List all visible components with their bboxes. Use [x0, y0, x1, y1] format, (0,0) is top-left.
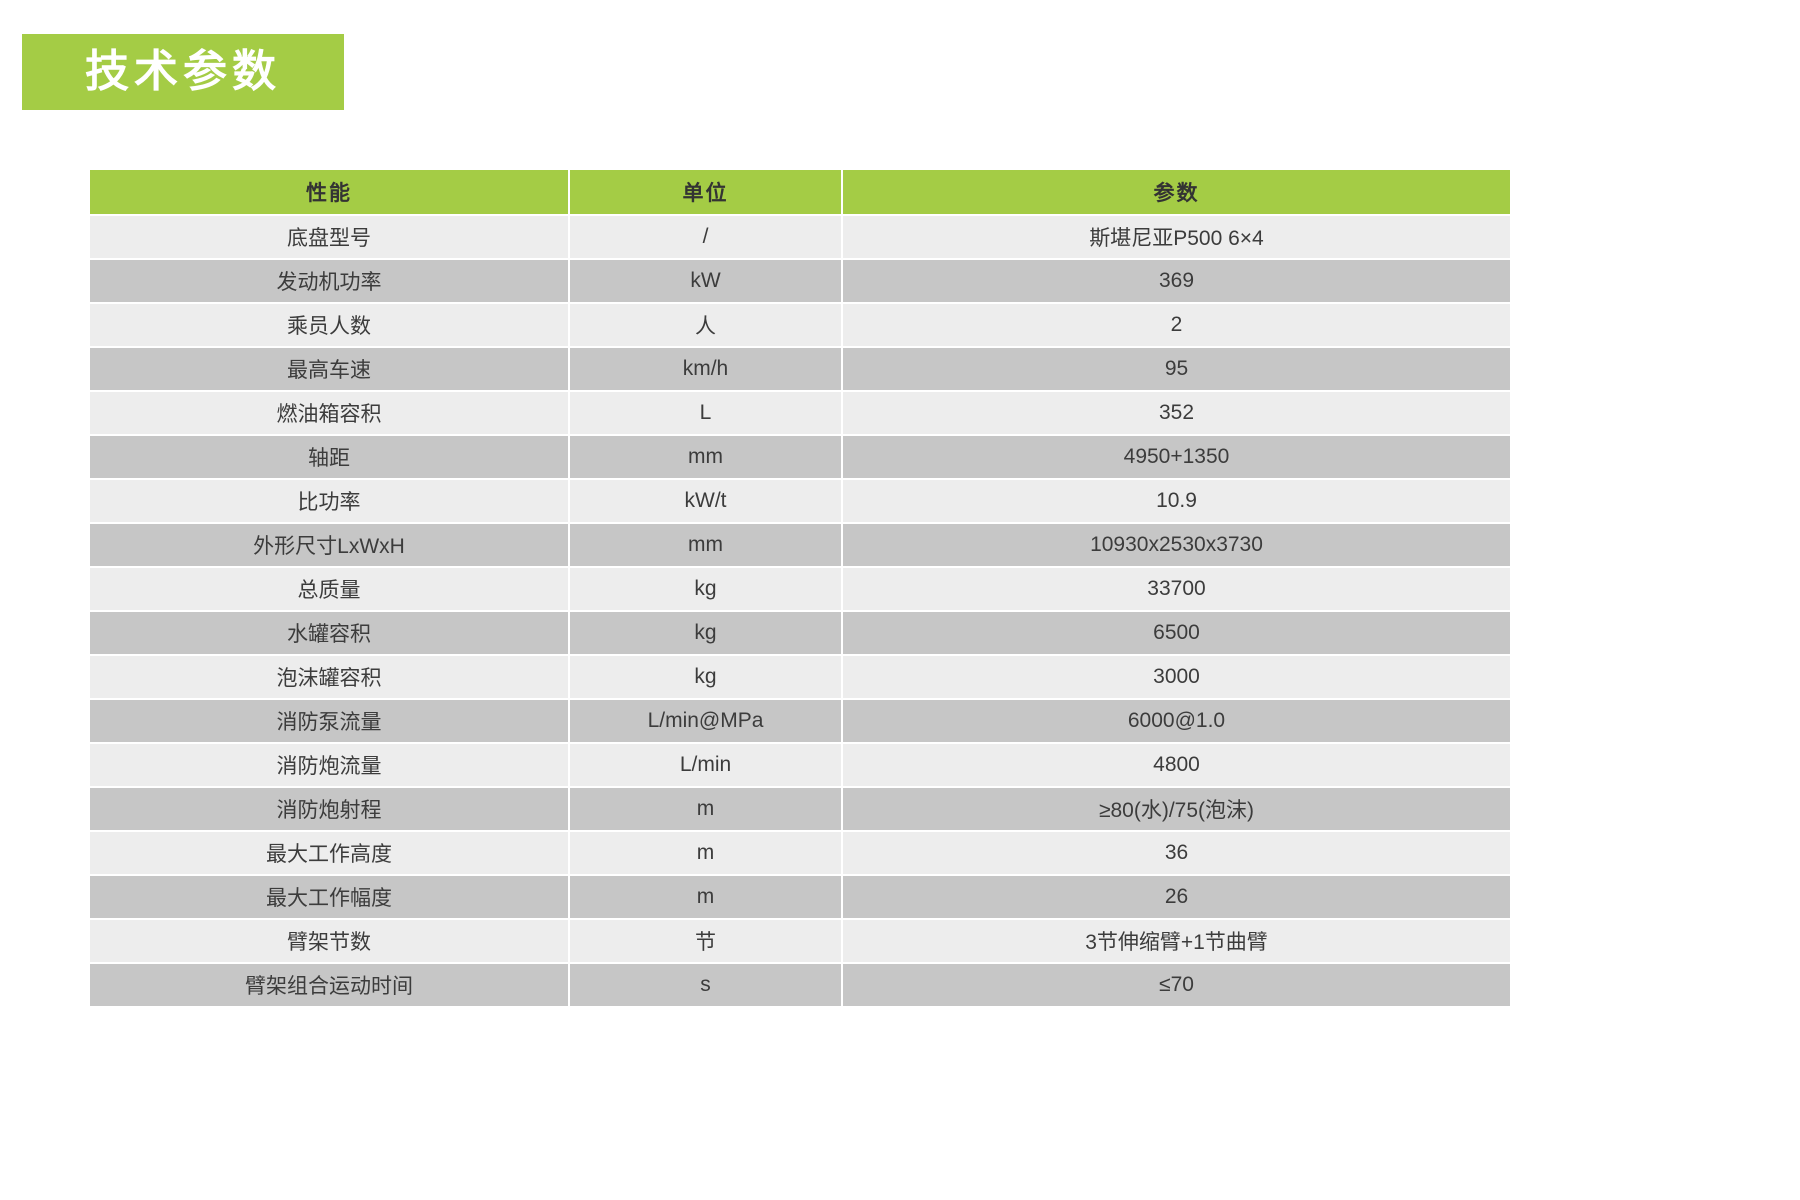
section-title-banner: 技术参数 [22, 34, 344, 110]
column-header-unit: 单位 [570, 170, 843, 214]
cell-parameter: ≥80(水)/75(泡沫) [843, 788, 1510, 830]
cell-performance: 乘员人数 [90, 304, 570, 346]
table-row: 最高车速 km/h 95 [90, 348, 1510, 390]
cell-performance: 总质量 [90, 568, 570, 610]
cell-parameter: 2 [843, 304, 1510, 346]
cell-unit: / [570, 216, 843, 258]
table-row: 比功率 kW/t 10.9 [90, 480, 1510, 522]
cell-unit: kW [570, 260, 843, 302]
cell-parameter: 3000 [843, 656, 1510, 698]
cell-parameter: 10930x2530x3730 [843, 524, 1510, 566]
page-title: 技术参数 [85, 47, 281, 96]
cell-performance: 臂架节数 [90, 920, 570, 962]
table-row: 消防炮流量 L/min 4800 [90, 744, 1510, 786]
cell-unit: m [570, 788, 843, 830]
cell-performance: 最大工作幅度 [90, 876, 570, 918]
cell-performance: 轴距 [90, 436, 570, 478]
table-row: 底盘型号 / 斯堪尼亚P500 6×4 [90, 216, 1510, 258]
cell-parameter: 26 [843, 876, 1510, 918]
cell-performance: 外形尺寸LxWxH [90, 524, 570, 566]
specifications-table-container: 性能 单位 参数 底盘型号 / 斯堪尼亚P500 6×4 发动机功率 kW 369 乘员人数… [90, 168, 1510, 1008]
cell-performance: 消防炮射程 [90, 788, 570, 830]
cell-unit: L [570, 392, 843, 434]
cell-unit: L/min [570, 744, 843, 786]
cell-performance: 比功率 [90, 480, 570, 522]
cell-performance: 最高车速 [90, 348, 570, 390]
cell-unit: 人 [570, 304, 843, 346]
cell-unit: m [570, 876, 843, 918]
cell-unit: mm [570, 436, 843, 478]
cell-parameter: 4800 [843, 744, 1510, 786]
cell-performance: 泡沫罐容积 [90, 656, 570, 698]
cell-unit: kg [570, 568, 843, 610]
table-row: 泡沫罐容积 kg 3000 [90, 656, 1510, 698]
cell-performance: 臂架组合运动时间 [90, 964, 570, 1006]
specifications-table: 性能 单位 参数 底盘型号 / 斯堪尼亚P500 6×4 发动机功率 kW 369 乘员人数… [90, 168, 1510, 1008]
cell-parameter: 33700 [843, 568, 1510, 610]
cell-parameter: ≤70 [843, 964, 1510, 1006]
cell-unit: kg [570, 612, 843, 654]
table-row: 外形尺寸LxWxH mm 10930x2530x3730 [90, 524, 1510, 566]
cell-unit: kg [570, 656, 843, 698]
cell-parameter: 36 [843, 832, 1510, 874]
cell-parameter: 6500 [843, 612, 1510, 654]
table-row: 总质量 kg 33700 [90, 568, 1510, 610]
cell-parameter: 95 [843, 348, 1510, 390]
cell-parameter: 4950+1350 [843, 436, 1510, 478]
cell-parameter: 352 [843, 392, 1510, 434]
cell-performance: 燃油箱容积 [90, 392, 570, 434]
cell-parameter: 6000@1.0 [843, 700, 1510, 742]
cell-performance: 发动机功率 [90, 260, 570, 302]
table-body: 底盘型号 / 斯堪尼亚P500 6×4 发动机功率 kW 369 乘员人数人 2 最高车速 km/… [90, 216, 1510, 1006]
cell-performance: 底盘型号 [90, 216, 570, 258]
table-row: 臂架节数节 3节伸缩臂+1节曲臂 [90, 920, 1510, 962]
table-row: 最大工作幅度 m 26 [90, 876, 1510, 918]
cell-performance: 水罐容积 [90, 612, 570, 654]
cell-unit: m [570, 832, 843, 874]
table-row: 消防泵流量 L/min@MPa 6000@1.0 [90, 700, 1510, 742]
cell-performance: 消防炮流量 [90, 744, 570, 786]
cell-unit: km/h [570, 348, 843, 390]
table-row: 最大工作高度 m 36 [90, 832, 1510, 874]
table-row: 轴距 mm 4950+1350 [90, 436, 1510, 478]
table-row: 发动机功率 kW 369 [90, 260, 1510, 302]
table-header-row: 性能 单位 参数 [90, 170, 1510, 214]
cell-parameter: 斯堪尼亚P500 6×4 [843, 216, 1510, 258]
cell-parameter: 10.9 [843, 480, 1510, 522]
table-header: 性能 单位 参数 [90, 170, 1510, 214]
cell-unit: mm [570, 524, 843, 566]
table-row: 燃油箱容积 L 352 [90, 392, 1510, 434]
cell-parameter: 369 [843, 260, 1510, 302]
table-row: 消防炮射程 m ≥80(水)/75(泡沫) [90, 788, 1510, 830]
cell-unit: s [570, 964, 843, 1006]
cell-unit: 节 [570, 920, 843, 962]
table-row: 臂架组合运动时间 s ≤70 [90, 964, 1510, 1006]
cell-unit: kW/t [570, 480, 843, 522]
column-header-parameter: 参数 [843, 170, 1510, 214]
column-header-performance: 性能 [90, 170, 570, 214]
cell-unit: L/min@MPa [570, 700, 843, 742]
table-row: 乘员人数人 2 [90, 304, 1510, 346]
cell-performance: 消防泵流量 [90, 700, 570, 742]
cell-parameter: 3节伸缩臂+1节曲臂 [843, 920, 1510, 962]
cell-performance: 最大工作高度 [90, 832, 570, 874]
table-row: 水罐容积 kg 6500 [90, 612, 1510, 654]
